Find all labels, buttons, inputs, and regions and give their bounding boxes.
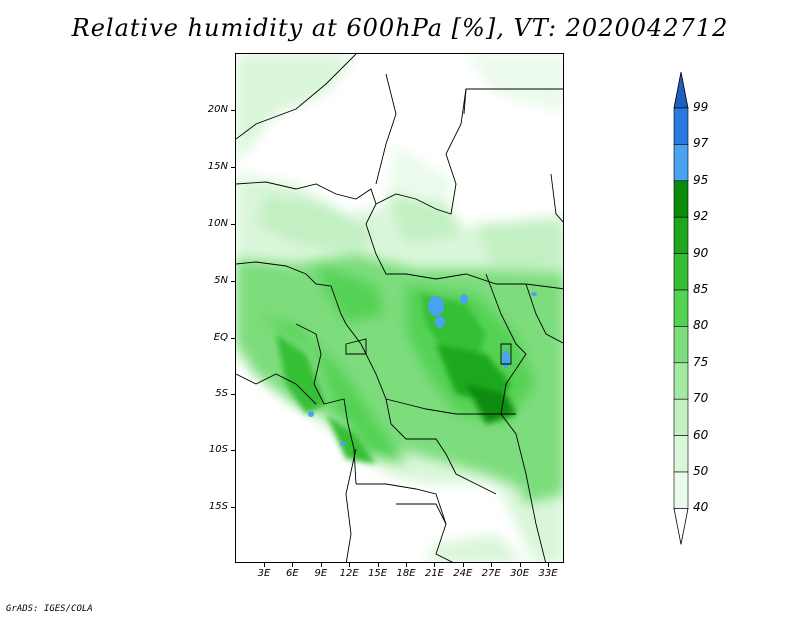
lat-tick bbox=[231, 507, 235, 508]
colorbar-segment-70_75 bbox=[673, 362, 689, 400]
colorbar bbox=[673, 72, 689, 545]
colorbar-label-90: 90 bbox=[693, 245, 709, 260]
lon-label-18e: 18E bbox=[396, 568, 416, 579]
colorbar-segment-92_95 bbox=[673, 180, 689, 218]
lon-label-6e: 6E bbox=[286, 568, 299, 579]
lon-label-27e: 27E bbox=[481, 568, 501, 579]
lon-label-21e: 21E bbox=[424, 568, 444, 579]
humidity-field bbox=[236, 54, 563, 562]
lat-label-10n: 10N bbox=[207, 218, 228, 229]
high-humidity-zone bbox=[276, 294, 516, 464]
lon-label-33e: 33E bbox=[538, 568, 558, 579]
colorbar-label-99: 99 bbox=[693, 100, 709, 114]
saturated-spots bbox=[308, 292, 537, 446]
colorbar-label-85: 85 bbox=[693, 282, 709, 296]
lon-tick bbox=[406, 563, 407, 567]
colorbar-segment-90_92 bbox=[673, 216, 689, 254]
colorbar-label-75: 75 bbox=[693, 354, 709, 369]
lat-tick bbox=[231, 394, 235, 395]
colorbar-bottom-arrow bbox=[673, 507, 689, 545]
lat-label-5s: 5S bbox=[215, 388, 228, 399]
lon-tick bbox=[320, 563, 322, 567]
colorbar-label-60: 60 bbox=[693, 427, 709, 442]
lat-tick bbox=[231, 450, 235, 451]
lat-label-10s: 10S bbox=[208, 444, 228, 455]
colorbar-top-arrow bbox=[673, 72, 689, 109]
lon-tick bbox=[434, 563, 436, 567]
lat-tick bbox=[231, 338, 235, 339]
colorbar-segment-75_80 bbox=[673, 326, 689, 364]
lon-label-30e: 30E bbox=[510, 568, 530, 579]
colorbar-segment-97_99 bbox=[673, 107, 689, 145]
lat-label-15n: 15N bbox=[207, 161, 228, 172]
colorbar-label-80: 80 bbox=[693, 318, 709, 333]
map-title: Relative humidity at 600hPa [%], VT: 202… bbox=[71, 14, 729, 42]
colorbar-label-70: 70 bbox=[693, 391, 709, 406]
lat-label-15s: 15S bbox=[208, 501, 228, 512]
lat-tick bbox=[231, 167, 235, 168]
colorbar-segment-60_70 bbox=[673, 398, 689, 436]
colorbar-label-50: 50 bbox=[693, 464, 709, 478]
lon-tick bbox=[377, 563, 379, 567]
colorbar-label-40: 40 bbox=[693, 500, 709, 515]
lon-label-3e: 3E bbox=[257, 568, 271, 579]
lon-tick bbox=[491, 563, 493, 567]
lat-label-20n: 20N bbox=[207, 104, 228, 115]
country-boundaries bbox=[236, 54, 563, 562]
colorbar-label-92: 92 bbox=[693, 209, 709, 224]
lat-tick bbox=[231, 224, 235, 225]
grads-credit: GrADS: IGES/COLA bbox=[6, 604, 93, 614]
lon-tick bbox=[462, 563, 464, 567]
lat-label-5n: 5N bbox=[214, 275, 228, 286]
lat-tick bbox=[231, 281, 235, 282]
lat-label-eq: EQ bbox=[213, 332, 228, 343]
lon-label-15e: 15E bbox=[368, 568, 388, 579]
humidity-map bbox=[235, 53, 564, 563]
colorbar-segment-95_97 bbox=[673, 144, 689, 182]
lon-tick bbox=[548, 563, 549, 567]
colorbar-segment-40_50 bbox=[673, 471, 689, 509]
colorbar-label-97: 97 bbox=[693, 136, 709, 151]
lon-tick bbox=[264, 563, 265, 567]
colorbar-label-95: 95 bbox=[693, 172, 709, 187]
lon-label-9e: 9E bbox=[314, 568, 328, 579]
lon-label-12e: 12E bbox=[339, 568, 359, 579]
colorbar-segment-80_85 bbox=[673, 289, 689, 327]
colorbar-segment-50_60 bbox=[673, 435, 689, 473]
lon-label-24e: 24E bbox=[453, 568, 473, 579]
lon-tick bbox=[292, 563, 294, 567]
colorbar-segment-85_90 bbox=[673, 253, 689, 291]
lon-tick bbox=[519, 563, 521, 567]
lon-tick bbox=[349, 563, 351, 567]
lat-tick bbox=[231, 110, 235, 111]
